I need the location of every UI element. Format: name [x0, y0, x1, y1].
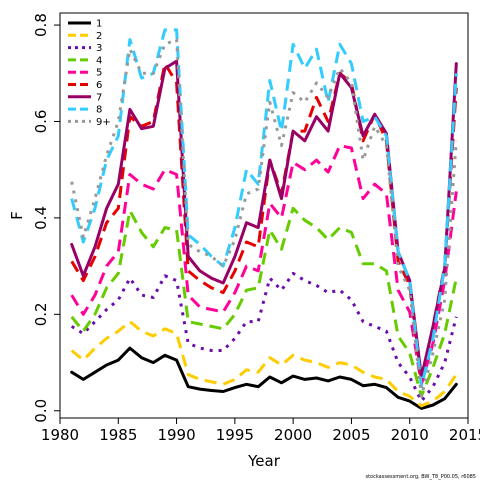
x-tick-label: 1985 [99, 426, 137, 444]
legend-label: 2 [96, 31, 102, 42]
legend-label: 9+ [96, 117, 111, 128]
y-tick-label: 0.0 [32, 399, 50, 423]
legend-label: 5 [96, 68, 102, 79]
y-tick-label: 0.4 [32, 206, 50, 230]
x-tick-label: 2010 [391, 426, 429, 444]
plot-frame [59, 12, 469, 419]
series-line-5 [70, 144, 458, 386]
x-tick-label: 2015 [449, 426, 480, 444]
y-tick-label: 0.6 [32, 110, 50, 134]
legend-label: 8 [96, 105, 102, 116]
series-line-4 [70, 206, 458, 398]
series-line-9plus [70, 38, 458, 398]
legend-label: 6 [96, 80, 102, 91]
legend-label: 1 [96, 19, 102, 30]
x-tick-label: 2005 [332, 426, 370, 444]
x-tick-label: 1990 [157, 426, 195, 444]
y-axis: 0.0 0.2 0.4 0.6 0.8 [32, 13, 60, 423]
series-line-1 [70, 346, 458, 410]
legend-label: 3 [96, 43, 102, 54]
legend-label: 4 [96, 55, 102, 66]
y-tick-label: 0.8 [32, 13, 50, 37]
x-axis-title: Year [247, 452, 281, 470]
x-tick-label: 1995 [216, 426, 254, 444]
y-axis-title: F [8, 211, 26, 220]
x-axis: 1980 1985 1990 1995 2000 2005 2010 2015 [41, 418, 480, 444]
footer-note: stockassessment.org, BW_T8_P00.05, r6085 [365, 474, 476, 480]
series-line-2 [70, 320, 458, 408]
legend-label: 7 [96, 92, 102, 103]
y-tick-label: 0.2 [32, 302, 50, 326]
x-tick-label: 2000 [274, 426, 312, 444]
x-tick-label: 1980 [41, 426, 79, 444]
series-layer [70, 28, 458, 410]
